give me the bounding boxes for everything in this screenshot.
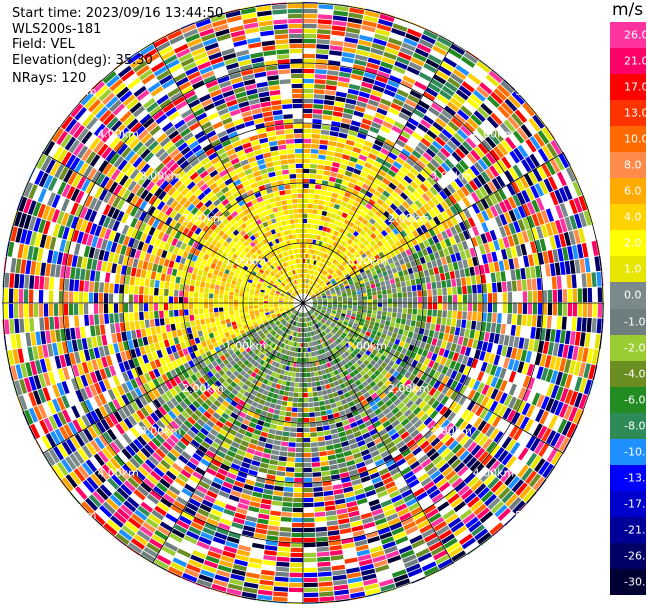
range-ring-label: 2.00km <box>182 212 224 225</box>
azimuth-spoke <box>42 302 304 454</box>
azimuth-spoke <box>152 302 304 564</box>
colorbar-tick-label: 26.0 <box>624 28 647 42</box>
colorbar-segment <box>610 282 646 309</box>
velocity-colorbar: 26.0 21.0 17.0 13.0 10.0 8.0 6.0 4.0 2.0 1.0 0.0 -1… <box>610 22 647 596</box>
azimuth-spoke <box>302 42 454 304</box>
range-ring-label: 1.00km <box>345 255 387 268</box>
range-ring-label: 3.00km <box>430 424 472 437</box>
colorbar-unit-label: m/s <box>612 0 644 20</box>
range-ring-label: 5.00km <box>515 85 557 98</box>
nrays-text: NRays: 120 <box>12 71 87 86</box>
azimuth-spoke <box>152 42 304 304</box>
colorbar-segment <box>610 22 646 49</box>
range-ring-label: 4.00km <box>97 467 139 480</box>
instrument-text: WLS200s-181 <box>12 22 102 37</box>
colorbar-segment <box>610 516 646 544</box>
range-ring-label: 1.00km <box>225 339 267 352</box>
colorbar-segment <box>610 230 646 257</box>
colorbar-tick-label: -8.0 <box>624 419 646 433</box>
colorbar-tick-label: 13.0 <box>624 106 647 120</box>
colorbar-segment <box>610 48 646 75</box>
colorbar-tick-label: 10.0 <box>624 132 647 146</box>
colorbar-segment <box>610 126 646 153</box>
colorbar-tick-label: -6.0 <box>624 393 646 407</box>
colorbar-segment <box>610 568 646 596</box>
colorbar-tick-label: 4.0 <box>624 210 642 224</box>
colorbar-tick-label: 2.0 <box>624 236 642 250</box>
colorbar-segment <box>610 334 646 362</box>
azimuth-spoke <box>42 152 304 304</box>
colorbar-tick-label: -4.0 <box>624 367 646 381</box>
range-ring-label: 3.00km <box>140 424 182 437</box>
start-time-text: Start time: 2023/09/16 13:44:50 <box>12 6 224 21</box>
colorbar-segment <box>610 542 646 570</box>
colorbar-segment <box>610 308 646 336</box>
colorbar-segment <box>610 438 646 466</box>
colorbar-tick-label: -1.0 <box>624 315 646 329</box>
range-ring-label: 5.00km <box>55 85 97 98</box>
colorbar-segment <box>610 74 646 101</box>
elevation-text: Elevation(deg): 35.30 <box>12 53 153 68</box>
range-ring-label: 2.00km <box>388 212 430 225</box>
colorbar-tick-label: 21.0 <box>624 54 647 68</box>
range-ring-label: 1.00km <box>345 339 387 352</box>
range-ring-label: 4.00km <box>97 127 139 140</box>
colorbar-tick-label: 6.0 <box>624 184 642 198</box>
range-ring-label: 3.00km <box>140 170 182 183</box>
azimuth-spoke <box>302 152 564 304</box>
colorbar-segment <box>610 100 646 127</box>
colorbar-tick-label: -21.0 <box>624 523 647 537</box>
colorbar-tick-label: 0.0 <box>624 288 642 302</box>
range-ring-label: 2.00km <box>388 382 430 395</box>
colorbar-tick-label: -13.0 <box>624 471 647 485</box>
range-ring-label: 3.00km <box>430 170 472 183</box>
colorbar-segment <box>610 464 646 492</box>
range-ring-label: 4.00km <box>473 467 515 480</box>
colorbar-tick-label: -26.0 <box>624 549 647 563</box>
azimuth-spoke <box>302 302 454 564</box>
range-ring-label: 4.00km <box>473 127 515 140</box>
colorbar-tick-label: -30.0 <box>624 575 647 589</box>
field-text: Field: VEL <box>12 37 75 52</box>
azimuth-spoke <box>302 302 564 454</box>
colorbar-segment <box>610 256 646 283</box>
colorbar-segment <box>610 490 646 518</box>
colorbar-segment <box>610 412 646 440</box>
colorbar-segment <box>610 178 646 205</box>
range-ring-label: 1.00km <box>225 255 267 268</box>
range-ring-label: 5.00km <box>515 509 557 522</box>
range-ring-label: 5.00km <box>55 509 97 522</box>
colorbar-segment <box>610 204 646 231</box>
colorbar-tick-label: -10.0 <box>624 445 647 459</box>
colorbar-segment <box>610 386 646 414</box>
colorbar-tick-label: -2.0 <box>624 341 646 355</box>
colorbar-tick-label: -17.0 <box>624 497 647 511</box>
colorbar-tick-label: 8.0 <box>624 158 642 172</box>
range-ring-label: 2.00km <box>182 382 224 395</box>
colorbar-segment <box>610 360 646 388</box>
colorbar-tick-label: 1.0 <box>624 262 642 276</box>
colorbar-tick-label: 17.0 <box>624 80 647 94</box>
colorbar-segment <box>610 152 646 179</box>
